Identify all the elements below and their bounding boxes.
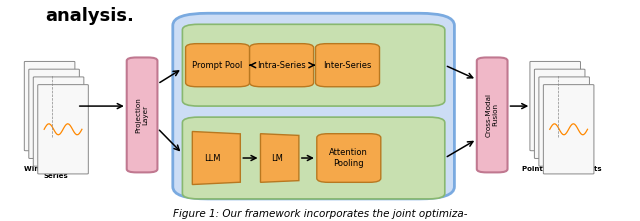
FancyBboxPatch shape <box>127 57 157 172</box>
FancyBboxPatch shape <box>539 77 589 166</box>
FancyBboxPatch shape <box>534 69 585 158</box>
Text: Attention
Pooling: Attention Pooling <box>330 148 368 168</box>
FancyBboxPatch shape <box>186 44 250 87</box>
FancyBboxPatch shape <box>24 61 75 151</box>
Text: Pointwise Forecasts: Pointwise Forecasts <box>522 166 602 172</box>
Text: Intra-Series: Intra-Series <box>257 61 306 70</box>
FancyBboxPatch shape <box>316 44 380 87</box>
FancyBboxPatch shape <box>317 134 381 182</box>
FancyBboxPatch shape <box>477 57 508 172</box>
Polygon shape <box>260 134 299 182</box>
FancyBboxPatch shape <box>33 77 84 166</box>
FancyBboxPatch shape <box>38 85 88 174</box>
Text: Inter-Series: Inter-Series <box>323 61 372 70</box>
Text: analysis.: analysis. <box>45 7 134 25</box>
Text: LLM: LLM <box>204 154 221 162</box>
Text: LM: LM <box>271 154 282 162</box>
Text: Projection
Layer: Projection Layer <box>136 97 148 133</box>
FancyBboxPatch shape <box>543 85 594 174</box>
Text: Figure 1: Our framework incorporates the joint optimiza-: Figure 1: Our framework incorporates the… <box>173 209 467 219</box>
FancyBboxPatch shape <box>182 117 445 199</box>
FancyBboxPatch shape <box>182 24 445 106</box>
Text: Prompt Pool: Prompt Pool <box>193 61 243 70</box>
FancyBboxPatch shape <box>29 69 79 158</box>
FancyBboxPatch shape <box>530 61 580 151</box>
Text: Windowed Time
Series: Windowed Time Series <box>24 166 88 179</box>
Text: Cross-Modal
Fusion: Cross-Modal Fusion <box>486 93 499 137</box>
Polygon shape <box>193 131 241 185</box>
FancyBboxPatch shape <box>250 44 314 87</box>
FancyBboxPatch shape <box>173 13 454 199</box>
